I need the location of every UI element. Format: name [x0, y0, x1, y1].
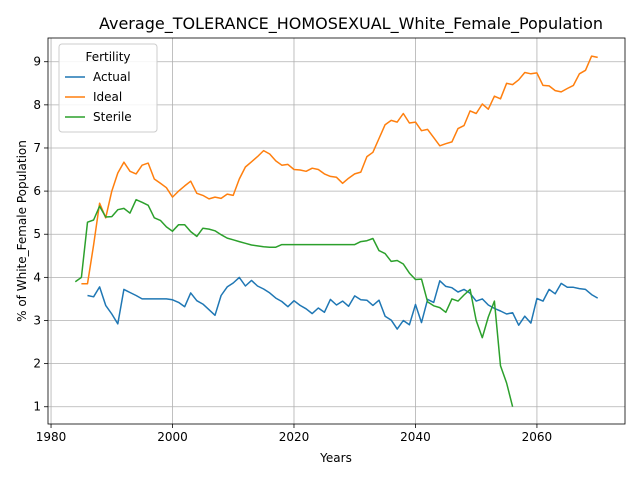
x-axis-label: Years [319, 451, 352, 465]
legend-label-actual: Actual [93, 70, 131, 84]
x-axis-ticks: 1980 2000 2020 2040 2060 [36, 424, 552, 444]
legend: Fertility Actual Ideal Sterile [58, 43, 158, 133]
y-tick-label: 8 [33, 98, 41, 112]
legend-label-sterile: Sterile [93, 110, 132, 124]
plot-frame [47, 37, 626, 425]
y-tick-label: 3 [33, 313, 41, 327]
grid-lines [48, 38, 625, 424]
y-tick-label: 6 [33, 184, 41, 198]
y-tick-label: 5 [33, 227, 41, 241]
x-tick-label: 2060 [522, 430, 553, 444]
x-tick-label: 2020 [279, 430, 310, 444]
series-line-actual [87, 276, 599, 330]
y-tick-label: 1 [33, 400, 41, 414]
legend-label-ideal: Ideal [93, 90, 122, 104]
y-tick-label: 4 [33, 270, 41, 284]
x-tick-label: 2040 [400, 430, 431, 444]
y-axis-ticks: 1 2 3 4 5 6 7 8 9 [33, 55, 48, 414]
y-tick-label: 9 [33, 55, 41, 69]
legend-box [58, 43, 158, 133]
series-lines [74, 55, 599, 407]
chart-title: Average_TOLERANCE_HOMOSEXUAL_White_Femal… [99, 14, 603, 34]
y-axis-label: % of White_Female Population [15, 140, 29, 322]
x-tick-label: 1980 [36, 430, 67, 444]
legend-title: Fertility [85, 50, 130, 64]
series-line-ideal [81, 55, 598, 285]
y-tick-label: 7 [33, 141, 41, 155]
series-line-sterile [74, 198, 514, 407]
y-tick-label: 2 [33, 357, 41, 371]
x-tick-label: 2000 [157, 430, 188, 444]
